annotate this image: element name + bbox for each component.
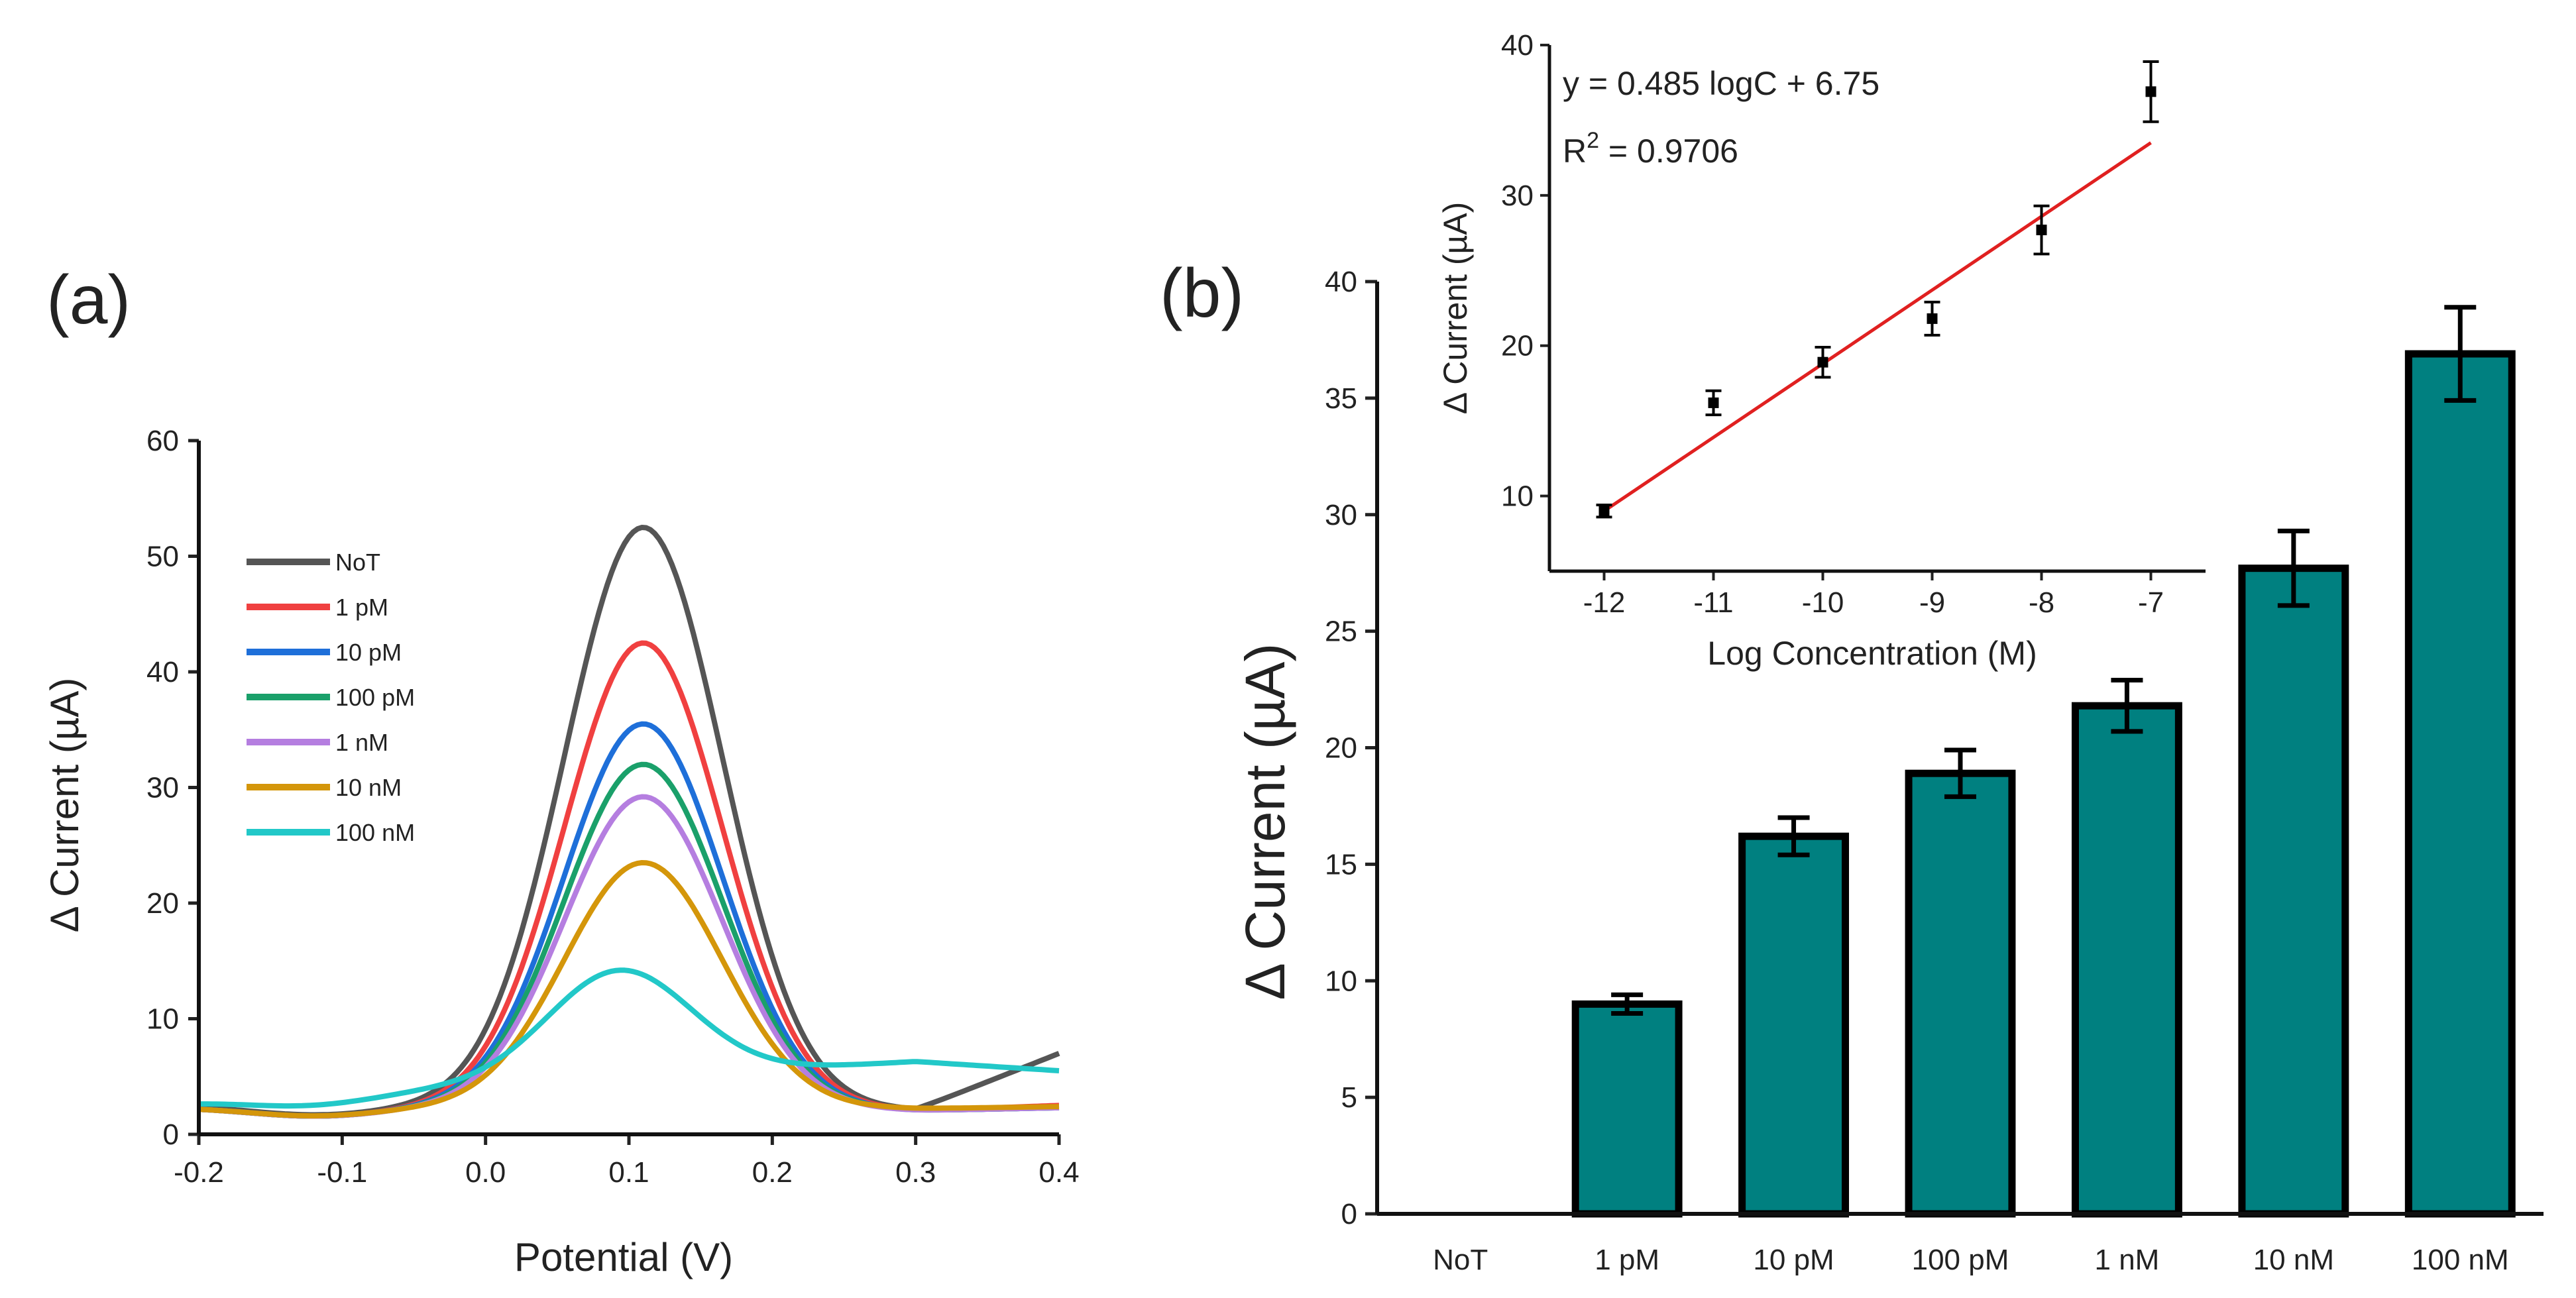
panel-a: (a) -0.2 -0.1 0.0 0.1 0.2 0.3 0.4 0 10 20 30 40 50 60… [42,262,1080,1279]
y-tick-label: 15 [1325,848,1357,881]
inset-x-tick-label: -7 [2138,586,2164,619]
y-tick-label: 20 [1325,732,1357,765]
inset-ticks: -12 -11 -10 -9 -8 -7 10 20 30 40 [1501,29,2164,619]
inset-x-axis-label: Log Concentration (M) [1707,635,2037,672]
inset-y-tick-label: 10 [1501,480,1534,513]
x-tick-label: 0.3 [895,1156,936,1189]
legend-label: 100 nM [335,819,415,846]
category-label: NoT [1433,1244,1488,1276]
series-line-10-pm [198,721,1060,1119]
inset-data-point [1927,313,1938,324]
panel-a-x-axis-label: Potential (V) [514,1235,733,1279]
category-label: 100 nM [2412,1244,2509,1276]
inset-x-tick-label: -9 [1919,586,1945,619]
inset-fit [1603,141,2152,513]
panel-b-inset: -12 -11 -10 -9 -8 -7 10 20 30 40 y = 0.485 logC +… [1437,29,2206,672]
bar [2404,350,2516,1218]
y-tick-label: 30 [1325,499,1357,531]
series-line-1-pm [198,640,1060,1119]
x-tick-label: 0.4 [1038,1156,1079,1189]
panel-b-bars: NoT 1 pM 10 pM 100 pM 1 nM 10 nM 100 nM [1433,305,2516,1276]
inset-y-axis-label: Δ Current (µA) [1437,202,1474,415]
bar [1905,769,2016,1218]
y-tick-label: 60 [146,425,179,457]
inset-axes [1547,45,2206,573]
y-tick-label: 30 [146,772,179,804]
y-tick-label: 40 [146,656,179,688]
x-tick-label: 0.1 [608,1156,649,1189]
panel-b-axes [1375,282,2544,1216]
category-label: 10 pM [1753,1244,1834,1276]
category-label: 1 nM [2095,1244,2160,1276]
inset-r2-superscript: 2 [1587,128,1599,153]
panel-b-ticks: 0 5 10 15 20 25 30 35 40 [1325,266,1377,1230]
x-tick-label: 0.2 [752,1156,793,1189]
series-line-100-nm [199,967,1060,1109]
inset-r2-value: = 0.9706 [1599,133,1738,170]
y-tick-label: 50 [146,541,179,573]
y-tick-label: 35 [1325,382,1357,415]
legend-label: 10 nM [335,774,402,801]
y-tick-label: 0 [1341,1198,1357,1230]
fit-line [1603,141,2152,513]
category-label: 10 nM [2253,1244,2334,1276]
series-line-1-nm [198,794,1060,1119]
category-label: 1 pM [1595,1244,1659,1276]
inset-x-tick-label: -12 [1583,586,1626,619]
x-tick-label: 0.0 [465,1156,506,1189]
y-tick-label: 20 [146,887,179,920]
bar [1738,832,1850,1218]
panel-b-y-axis-label: Δ Current (µA) [1234,643,1296,1001]
inset-y-tick-label: 40 [1501,29,1534,62]
y-tick-label: 0 [163,1118,179,1151]
y-tick-label: 40 [1325,266,1357,298]
panel-a-ticks: -0.2 -0.1 0.0 0.1 0.2 0.3 0.4 0 10 20 30 40 50 60 [146,425,1080,1189]
inset-y-tick-label: 30 [1501,180,1534,212]
inset-equation: y = 0.485 logC + 6.75 [1563,65,1879,102]
inset-r2: R2 = 0.9706 [1563,128,1738,170]
inset-x-tick-label: -8 [2029,586,2054,619]
panel-b-label: (b) [1160,255,1244,332]
y-tick-label: 10 [146,1003,179,1036]
inset-data-point [2145,86,2156,97]
inset-y-tick-label: 20 [1501,330,1534,362]
inset-x-tick-label: -11 [1693,586,1733,619]
inset-r2-prefix: R [1563,133,1587,170]
inset-background [1540,40,2206,576]
legend-label: 100 pM [335,684,415,711]
series-line-not [198,525,1060,1118]
category-label: 100 pM [1912,1244,2009,1276]
panel-a-axes [197,441,1059,1136]
inset-points [1596,60,2159,519]
bar [2071,702,2182,1218]
panel-b: (b) 0 5 10 15 20 25 30 35 40 NoT 1 pM 10 pM 100 pM 1… [1160,255,2544,1276]
bar [1571,1000,1683,1218]
panel-a-legend: NoT 1 pM 10 pM 100 pM 1 nM 10 nM 100 nM [247,549,415,846]
legend-label: 10 pM [335,639,402,666]
legend-label: NoT [335,549,380,576]
inset-data-point [2036,225,2047,236]
x-tick-label: -0.1 [317,1156,367,1189]
x-tick-label: -0.2 [174,1156,224,1189]
legend-label: 1 pM [335,594,388,621]
y-tick-label: 25 [1325,616,1357,648]
inset-data-point [1817,356,1828,368]
panel-a-y-axis-label: Δ Current (µA) [42,678,87,933]
panel-a-curves [198,525,1060,1119]
inset-data-point [1708,397,1719,408]
inset-x-tick-label: -10 [1802,586,1844,619]
panel-a-label: (a) [46,262,131,339]
bar [2238,565,2349,1218]
legend-label: 1 nM [335,729,388,756]
series-line-10-nm [198,860,1060,1119]
y-tick-label: 10 [1325,965,1357,997]
inset-data-point [1598,506,1610,517]
y-tick-label: 5 [1341,1081,1357,1114]
